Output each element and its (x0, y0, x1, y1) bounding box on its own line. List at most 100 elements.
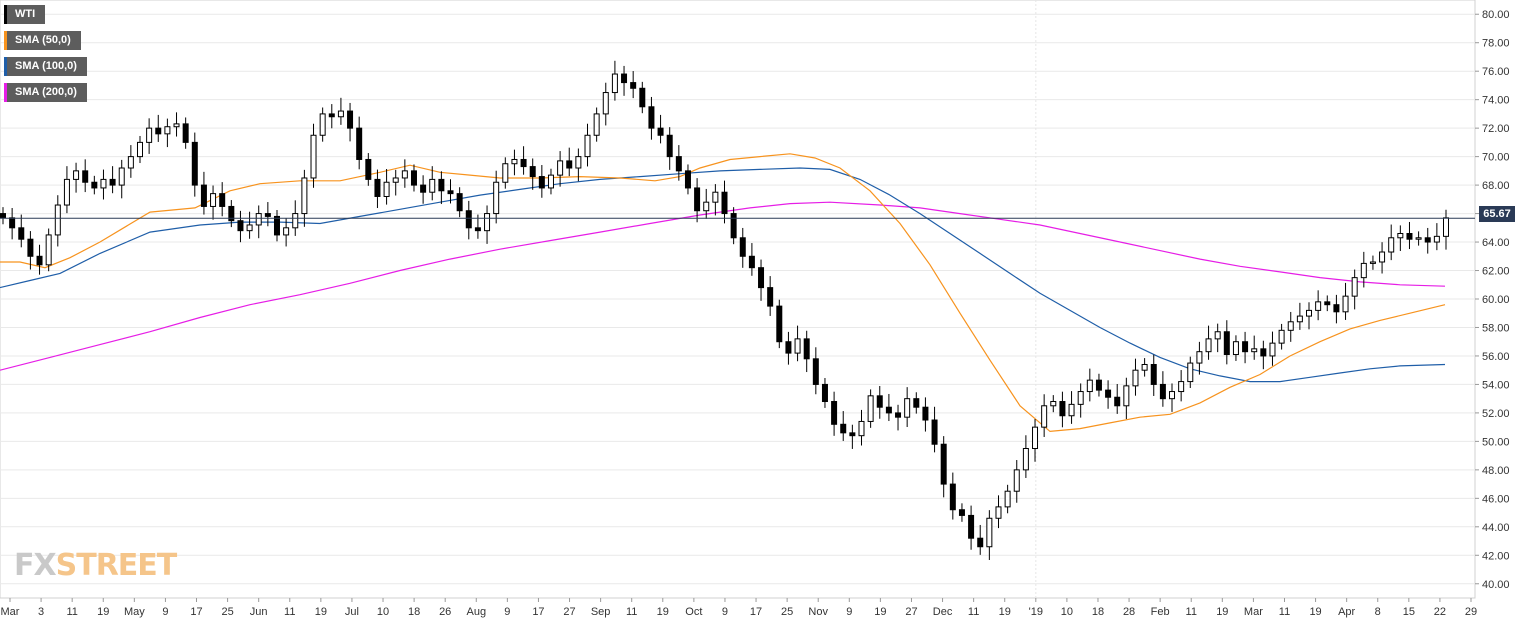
candle-body (812, 358, 819, 385)
candle-body (1333, 304, 1340, 313)
candle-body (1114, 396, 1121, 407)
x-tick-label: Oct (685, 606, 702, 618)
candle-body (1269, 342, 1276, 357)
candle-body (666, 134, 673, 158)
legend-swatch (4, 57, 7, 76)
x-tick-label: 28 (1123, 606, 1135, 618)
x-tick-label: 27 (563, 606, 575, 618)
candle-body (1223, 331, 1230, 356)
candle-body (228, 205, 235, 222)
candle-body (36, 255, 43, 266)
y-tick-label: 58.00 (1482, 322, 1510, 334)
candle-body (301, 177, 308, 215)
y-tick-label: 62.00 (1482, 266, 1510, 278)
x-tick-label: 19 (1216, 606, 1228, 618)
x-tick-label: 8 (1375, 606, 1381, 618)
x-tick-label: May (124, 606, 145, 618)
candle-body (611, 73, 618, 94)
x-tick-label: 10 (1061, 606, 1073, 618)
x-tick-label: Jul (345, 606, 359, 618)
sma-50-line (0, 153, 1446, 433)
candle-body (210, 193, 217, 207)
candle-body (1013, 469, 1020, 492)
x-tick-label: Mar (1, 606, 20, 618)
candle-body (621, 73, 628, 84)
fxstreet-logo: FXSTREET (14, 548, 177, 583)
candle-body (127, 156, 134, 169)
candle-body (675, 156, 682, 172)
y-tick-label: 74.00 (1482, 95, 1510, 107)
candle-body (1041, 405, 1048, 428)
candle-body (730, 213, 737, 239)
candle-body (109, 178, 116, 186)
candle-body (986, 517, 993, 548)
candle-body (1296, 315, 1303, 323)
candle-body (173, 123, 180, 128)
legend-swatch (4, 5, 7, 24)
candle-body (1360, 262, 1367, 279)
candle-body (191, 141, 198, 186)
candle-body (474, 227, 481, 232)
candle-body (1178, 381, 1185, 393)
legend-item-sma-100[interactable]: SMA (100,0) (4, 57, 87, 76)
legend-label: SMA (50,0) (15, 34, 71, 46)
x-tick-label: 18 (408, 606, 420, 618)
candle-body (1132, 369, 1139, 387)
candle-body (575, 156, 582, 169)
candle-body (1187, 362, 1194, 383)
x-tick-label: 17 (532, 606, 544, 618)
candle-body (821, 383, 828, 403)
candle-body (401, 170, 408, 179)
candle-body (538, 176, 545, 189)
candle-body (913, 398, 920, 408)
x-tick-label: 19 (657, 606, 669, 618)
candle-body (803, 338, 810, 360)
candle-body (164, 126, 171, 135)
candle-body (1169, 391, 1176, 400)
candle-body (45, 234, 52, 266)
candle-body (18, 227, 25, 240)
candle-body (630, 82, 637, 89)
candle-body (602, 92, 609, 115)
candle-body (885, 406, 892, 414)
candle-body (292, 213, 299, 229)
x-tick-label: 25 (221, 606, 233, 618)
candle-body (1196, 351, 1203, 364)
candle-body (776, 305, 783, 343)
candle-body (438, 178, 445, 192)
candle-body (136, 141, 143, 158)
candle-body (1068, 403, 1075, 417)
legend-item-sma-50[interactable]: SMA (50,0) (4, 31, 81, 50)
candle-body (1415, 237, 1422, 240)
x-tick-label: 19 (874, 606, 886, 618)
x-tick-label: 22 (1434, 606, 1446, 618)
candle-body (82, 170, 89, 183)
candle-body (1443, 217, 1449, 237)
y-tick-label: 78.00 (1482, 38, 1510, 50)
candle-body (785, 341, 792, 354)
candle-body (593, 113, 600, 136)
legend-item-sma-200[interactable]: SMA (200,0) (4, 83, 87, 102)
candle-body (63, 178, 70, 206)
candle-body (374, 178, 381, 197)
candle-body (940, 443, 947, 485)
candle-body (949, 483, 956, 511)
candle-body (273, 215, 280, 236)
candle-body (27, 238, 34, 257)
candle-body (392, 177, 399, 183)
candle-body (237, 220, 244, 232)
candle-body (977, 537, 984, 548)
legend-item-wti[interactable]: WTI (4, 5, 46, 24)
candle-body (849, 432, 856, 437)
y-tick-label: 40.00 (1482, 579, 1510, 591)
candle-body (1105, 389, 1112, 398)
legend-label: SMA (100,0) (15, 60, 77, 72)
y-tick-label: 72.00 (1482, 123, 1510, 135)
candle-body (648, 106, 655, 129)
x-tick-label: 19 (999, 606, 1011, 618)
candle-body (493, 181, 500, 215)
y-tick-label: 46.00 (1482, 493, 1510, 505)
candle-body (1251, 348, 1258, 353)
candle-body (1205, 338, 1212, 353)
